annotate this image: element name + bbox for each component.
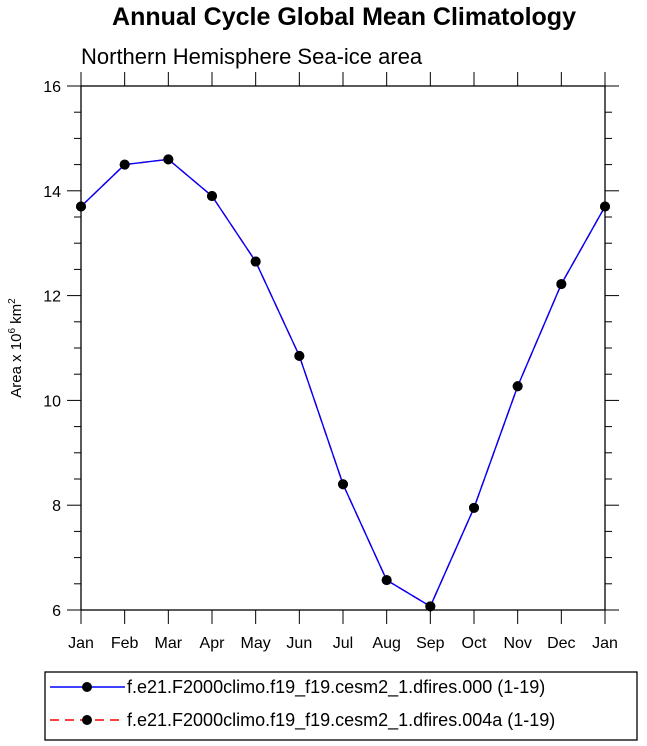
data-point-series-2	[207, 191, 217, 202]
data-point-series-2	[163, 154, 174, 165]
chart-title: Annual Cycle Global Mean Climatology	[112, 3, 576, 31]
data-point-series-2	[381, 575, 392, 586]
series-line-2	[80, 158, 606, 608]
data-point-series-2	[556, 279, 567, 290]
series-lines	[80, 158, 606, 608]
y-tick-label: 16	[43, 79, 61, 96]
legend-label-series-1: f.e21.F2000climo.f19_f19.cesm2_1.dfires.…	[127, 677, 545, 698]
data-point-series-2	[469, 502, 479, 513]
x-tick-label: Feb	[111, 635, 139, 652]
x-tick-label: Apr	[200, 635, 226, 652]
legend-box	[44, 671, 638, 741]
y-tick-label: 14	[43, 184, 61, 201]
x-tick-label: Jul	[333, 635, 353, 652]
x-tick-label: Nov	[503, 635, 531, 652]
legend-marker-series-2	[82, 715, 92, 725]
data-point-series-2	[76, 201, 86, 212]
axis-ticks	[67, 72, 619, 624]
x-tick-label: Oct	[462, 635, 487, 652]
legend: f.e21.F2000climo.f19_f19.cesm2_1.dfires.…	[44, 671, 638, 741]
series-line-1	[80, 158, 606, 608]
y-tick-label: 6	[52, 603, 61, 620]
legend-marker-series-1	[82, 682, 92, 692]
data-point-series-2	[294, 350, 305, 361]
data-point-series-2	[600, 201, 610, 212]
data-point-series-2	[119, 159, 130, 170]
series-points	[76, 154, 610, 612]
data-point-series-2	[338, 479, 348, 490]
y-tick-label: 12	[43, 289, 61, 306]
y-axis-label-text: Area x 10	[8, 334, 25, 398]
chart-subtitle: Northern Hemisphere Sea-ice area	[81, 44, 423, 69]
data-point-series-2	[425, 601, 436, 612]
x-tick-label: May	[241, 635, 271, 652]
plot-frame	[80, 85, 606, 611]
y-tick-labels: 6 8 10 12 14 16	[43, 79, 61, 620]
y-axis-label: Area x 106 km2	[7, 298, 25, 398]
y-axis-label-unit-exponent: 2	[7, 298, 18, 304]
x-tick-label: Jan	[592, 635, 618, 652]
x-tick-label: Sep	[416, 635, 445, 652]
y-tick-label: 8	[52, 498, 61, 515]
legend-label-series-2: f.e21.F2000climo.f19_f19.cesm2_1.dfires.…	[127, 710, 555, 731]
x-tick-label: Aug	[372, 635, 400, 652]
y-axis-label-exponent: 6	[7, 328, 18, 334]
x-tick-label: Dec	[547, 635, 575, 652]
y-tick-label: 10	[43, 393, 61, 410]
x-tick-label: Mar	[155, 635, 183, 652]
x-tick-label: Jan	[68, 635, 94, 652]
y-axis-label-unit: km	[8, 304, 25, 324]
x-tick-label: Jun	[286, 635, 312, 652]
x-tick-labels: Jan Feb Mar Apr May Jun Jul Aug Sep Oct Nov Dec Jan	[68, 635, 618, 652]
data-point-series-2	[512, 381, 523, 392]
data-point-series-2	[250, 256, 261, 267]
plot-axes	[80, 85, 606, 611]
